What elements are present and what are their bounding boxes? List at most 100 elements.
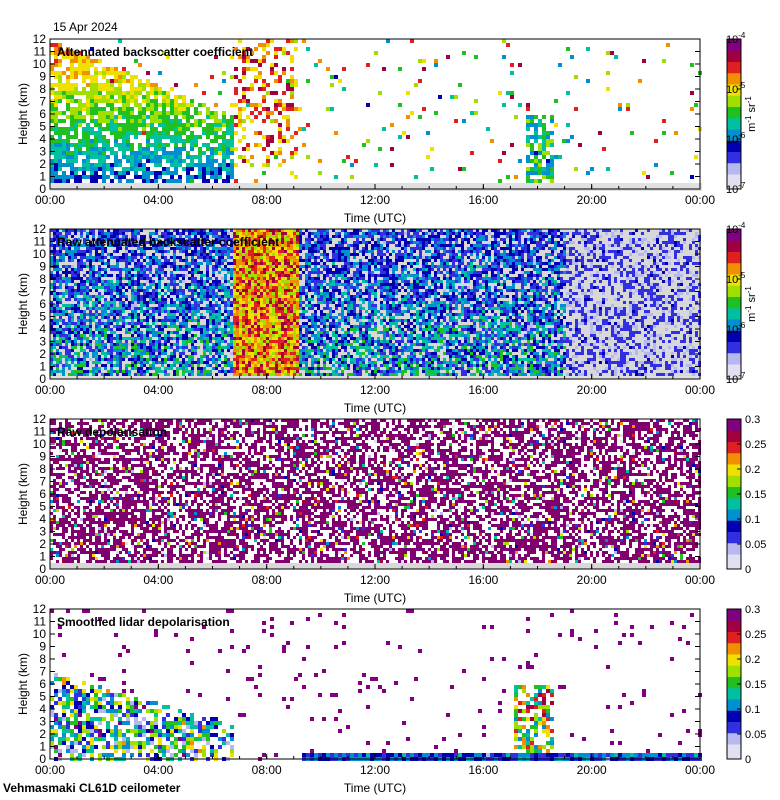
colorbar-swatch [727, 251, 741, 256]
colorbar-swatch [727, 102, 741, 107]
y-tick-label: 1 [39, 170, 46, 184]
y-axis-label: Height (km) [16, 83, 30, 145]
x-tick-label: 12:00 [360, 763, 390, 777]
colorbar-swatch [727, 281, 741, 286]
colorbar-swatch [727, 479, 741, 484]
panel-title: Smoothed lidar depolarisation [57, 615, 230, 629]
x-tick-label: 08:00 [252, 193, 282, 207]
colorbar-swatch [727, 661, 741, 666]
panel-1: Attenuated backscatter coefficient012345… [16, 31, 758, 225]
y-tick-label: 6 [39, 677, 46, 691]
y-tick-label: 10 [33, 57, 47, 71]
colorbar-swatch [727, 654, 741, 659]
colorbar-swatch [727, 434, 741, 439]
y-tick-label: 11 [34, 235, 47, 249]
colorbar-swatch [727, 464, 741, 469]
colorbar-swatch [727, 669, 741, 674]
colorbar-swatch [727, 755, 741, 760]
y-tick-label: 12 [33, 602, 47, 616]
colorbar-swatch [727, 646, 741, 651]
x-tick-label: 12:00 [360, 383, 390, 397]
y-tick-label: 11 [34, 615, 47, 629]
colorbar-tick-label: 0 [745, 754, 751, 766]
colorbar-tick-label: 0.2 [745, 654, 760, 666]
colorbar-swatch [727, 501, 741, 506]
colorbar-swatch [727, 449, 741, 454]
colorbar-swatch [727, 740, 741, 745]
colorbar-swatch [727, 691, 741, 696]
colorbar-tick-label: 10-7 [726, 371, 746, 386]
colorbar-swatch [727, 736, 741, 741]
y-tick-label: 8 [39, 82, 46, 96]
colorbar-swatch [727, 676, 741, 681]
colorbar-swatch [727, 69, 741, 74]
colorbar: 0 0.05 0.1 0.15 0.2 0.25 0.3 [726, 604, 766, 766]
y-tick-label: 7 [39, 475, 46, 489]
colorbar-tick-label: 10-5 [726, 271, 746, 286]
colorbar-swatch [727, 482, 741, 487]
colorbar-swatch [727, 695, 741, 700]
heatmap-cells [50, 229, 701, 379]
colorbar-swatch [727, 557, 741, 562]
y-tick-label: 6 [39, 107, 46, 121]
colorbar-swatch [727, 76, 741, 81]
colorbar-swatch [727, 262, 741, 267]
colorbar-swatch [727, 285, 741, 290]
y-tick-label: 9 [39, 640, 46, 654]
colorbar-swatch [727, 84, 741, 89]
colorbar-swatch [727, 174, 741, 179]
colorbar-swatch [727, 39, 741, 44]
colorbar-swatch [727, 550, 741, 555]
y-tick-label: 12 [33, 222, 47, 236]
colorbar-swatch [727, 657, 741, 662]
x-axis-label: Time (UTC) [344, 401, 406, 415]
colorbar-frame [726, 228, 742, 380]
y-tick-label: 8 [39, 652, 46, 666]
colorbar-swatch [727, 456, 741, 461]
colorbar-swatch [727, 490, 741, 495]
colorbar-tick-label: 0.1 [745, 514, 760, 526]
colorbar-swatch [727, 95, 741, 100]
y-tick-label: 2 [39, 347, 46, 361]
y-tick-label: 3 [39, 715, 46, 729]
colorbar-swatch [727, 751, 741, 756]
x-tick-label: 12:00 [360, 573, 390, 587]
colorbar-swatch [727, 240, 741, 245]
x-tick-label: 20:00 [577, 383, 607, 397]
y-tick-label: 3 [39, 145, 46, 159]
y-tick-label: 8 [39, 462, 46, 476]
colorbar-swatch [727, 642, 741, 647]
colorbar-swatch [727, 371, 741, 376]
colorbar-swatch [727, 747, 741, 752]
colorbar-swatch [727, 132, 741, 137]
colorbar-swatch [727, 292, 741, 297]
colorbar-swatch [727, 270, 741, 275]
colorbar-swatch [727, 236, 741, 241]
colorbar-swatch [727, 612, 741, 617]
colorbar-swatch [727, 356, 741, 361]
colorbar-swatch [727, 486, 741, 491]
colorbar-swatch [727, 106, 741, 111]
y-tick-label: 3 [39, 525, 46, 539]
colorbar-swatch [727, 512, 741, 517]
colorbar-swatch [727, 304, 741, 309]
colorbar-swatch [727, 162, 741, 167]
x-tick-label: 00:00 [35, 573, 65, 587]
colorbar-unit: m-1 sr-1 [744, 96, 758, 132]
colorbar-tick-label: 0.3 [745, 414, 760, 426]
panel-title: Raw depolarisation [57, 425, 167, 439]
x-tick-label: 00:00 [35, 383, 65, 397]
y-tick-label: 11 [34, 425, 47, 439]
colorbar-tick-label: 0.1 [745, 704, 760, 716]
colorbar-swatch [727, 117, 741, 122]
x-axis-label: Time (UTC) [344, 211, 406, 225]
colorbar-swatch [727, 702, 741, 707]
colorbar-swatch [727, 341, 741, 346]
x-tick-label: 08:00 [252, 383, 282, 397]
panel-title: Raw attenuated backscatter coefficient [57, 235, 279, 249]
colorbar-swatch [727, 505, 741, 510]
colorbar-swatch [727, 144, 741, 149]
x-tick-label: 04:00 [143, 193, 173, 207]
colorbar-swatch [727, 721, 741, 726]
